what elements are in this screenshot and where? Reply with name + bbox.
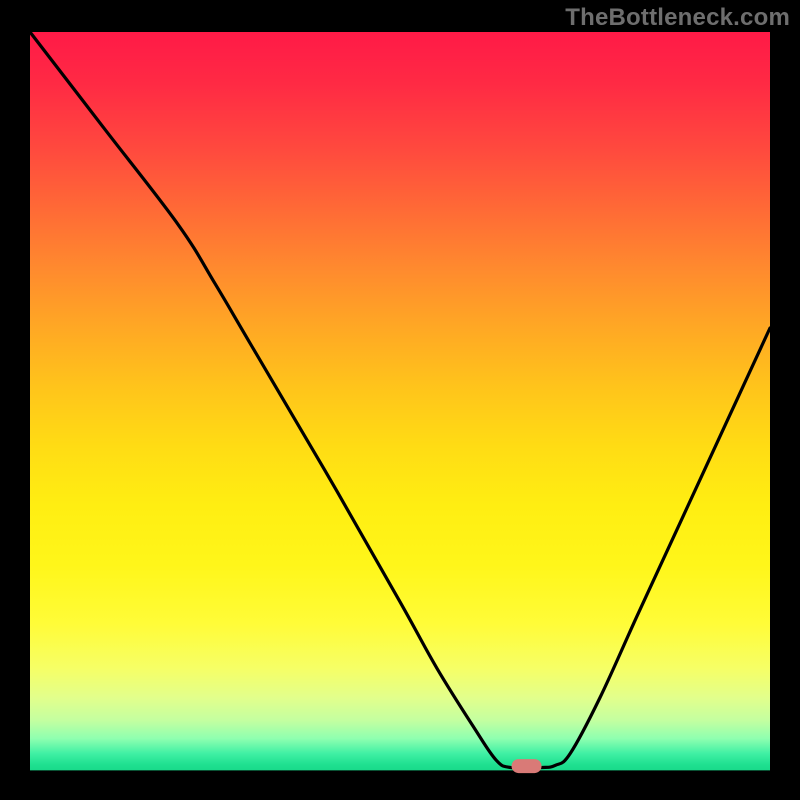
- plot-area: [30, 32, 770, 772]
- watermark-text: TheBottleneck.com: [565, 4, 790, 32]
- optimal-marker: [512, 759, 542, 773]
- chart-stage: TheBottleneck.com: [0, 0, 800, 800]
- chart-svg: [0, 0, 800, 800]
